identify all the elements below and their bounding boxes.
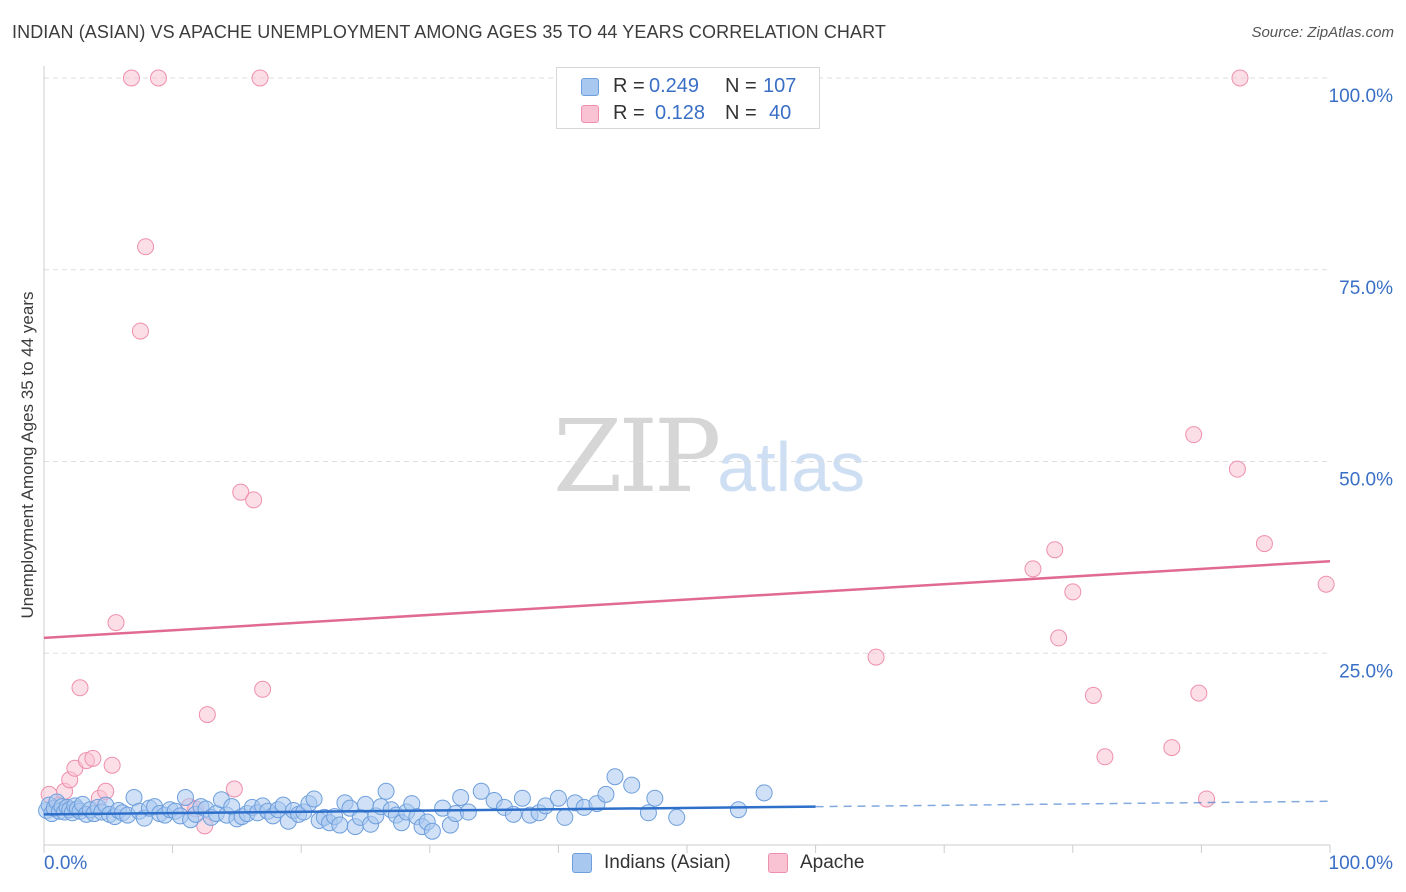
correlation-legend: R = 0.249 N = 107 R = 0.128 N = 40 <box>556 67 820 129</box>
apache-point <box>1198 790 1216 808</box>
x-tick-label: 100.0% <box>1329 853 1394 874</box>
source-label: Source: ZipAtlas.com <box>1251 24 1394 41</box>
apache-point <box>1046 541 1064 559</box>
blue-swatch <box>572 853 592 873</box>
grid-lines <box>44 77 1330 654</box>
n-label: N = <box>725 102 757 124</box>
indians-asian-point <box>668 808 686 826</box>
indians-asian-trend-line <box>43 805 816 816</box>
indians-asian-point <box>549 789 567 807</box>
indians-asian-trend-extension <box>815 800 1331 808</box>
n-value: 107 <box>763 75 797 97</box>
legend-label: Apache <box>800 852 865 873</box>
indians-asian-point <box>623 776 641 794</box>
indians-asian-point <box>646 789 664 807</box>
apache-point <box>1084 686 1102 704</box>
indians-asian-point <box>513 789 531 807</box>
r-label: R = <box>613 102 645 124</box>
x-tick-label: 0.0% <box>44 853 87 874</box>
apache-point <box>1064 583 1082 601</box>
pink-swatch <box>768 853 788 873</box>
apache-point <box>245 491 263 509</box>
apache-point <box>103 756 121 774</box>
apache-point <box>198 706 216 724</box>
indians-asian-point <box>452 788 470 806</box>
apache-point <box>1228 460 1246 478</box>
indians-asian-point <box>423 822 441 840</box>
apache-point <box>1255 535 1273 553</box>
y-tick-label: 25.0% <box>1339 661 1393 682</box>
apache-point <box>137 238 155 256</box>
indians-asian-point <box>305 790 323 808</box>
apache-point <box>1190 684 1208 702</box>
apache-points <box>40 69 1335 835</box>
apache-point <box>1231 69 1249 87</box>
blue-swatch <box>581 78 599 96</box>
chart-title: INDIAN (ASIAN) VS APACHE UNEMPLOYMENT AM… <box>12 22 886 42</box>
apache-point <box>232 483 250 501</box>
indians-asian-point <box>377 782 395 800</box>
y-tick-label: 75.0% <box>1339 278 1393 299</box>
apache-point <box>1024 560 1042 578</box>
r-label: R = <box>613 75 645 97</box>
apache-point <box>254 680 272 698</box>
apache-point <box>131 322 149 340</box>
y-tick-labels: 25.0% 50.0% 75.0% 100.0% <box>1329 86 1394 682</box>
indians-asian-points <box>38 768 773 840</box>
apache-point <box>1185 426 1203 444</box>
apache-point <box>71 679 89 697</box>
legend-label: Indians (Asian) <box>604 852 731 873</box>
apache-point <box>1050 629 1068 647</box>
pink-swatch <box>581 105 599 123</box>
indians-asian-point <box>755 784 773 802</box>
indians-asian-point <box>331 816 349 834</box>
y-tick-label: 50.0% <box>1339 470 1393 491</box>
indians-asian-point <box>556 808 574 826</box>
x-tick-labels: 0.0% 100.0% <box>44 853 1393 874</box>
indians-asian-point <box>472 782 490 800</box>
apache-point <box>149 69 167 87</box>
indians-asian-point <box>606 768 624 786</box>
axes <box>43 66 1331 853</box>
apache-point <box>1317 575 1335 593</box>
r-value: 0.128 <box>655 102 706 124</box>
n-value: 40 <box>769 102 792 124</box>
apache-point <box>225 780 243 798</box>
apache-point <box>251 69 269 87</box>
y-tick-label: 100.0% <box>1329 86 1394 107</box>
indians-asian-point <box>729 801 747 819</box>
indians-asian-point <box>597 785 615 803</box>
apache-point <box>107 614 125 632</box>
indians-asian-point <box>459 803 477 821</box>
apache-point <box>867 648 885 666</box>
trend-lines <box>43 559 1331 816</box>
apache-trend-line <box>43 559 1331 640</box>
n-label: N = <box>725 75 757 97</box>
r-value: 0.249 <box>649 75 700 97</box>
indians-asian-point <box>176 788 194 806</box>
apache-point <box>1163 739 1181 757</box>
apache-point <box>1096 748 1114 766</box>
apache-point <box>122 69 140 87</box>
apache-point <box>84 749 102 767</box>
